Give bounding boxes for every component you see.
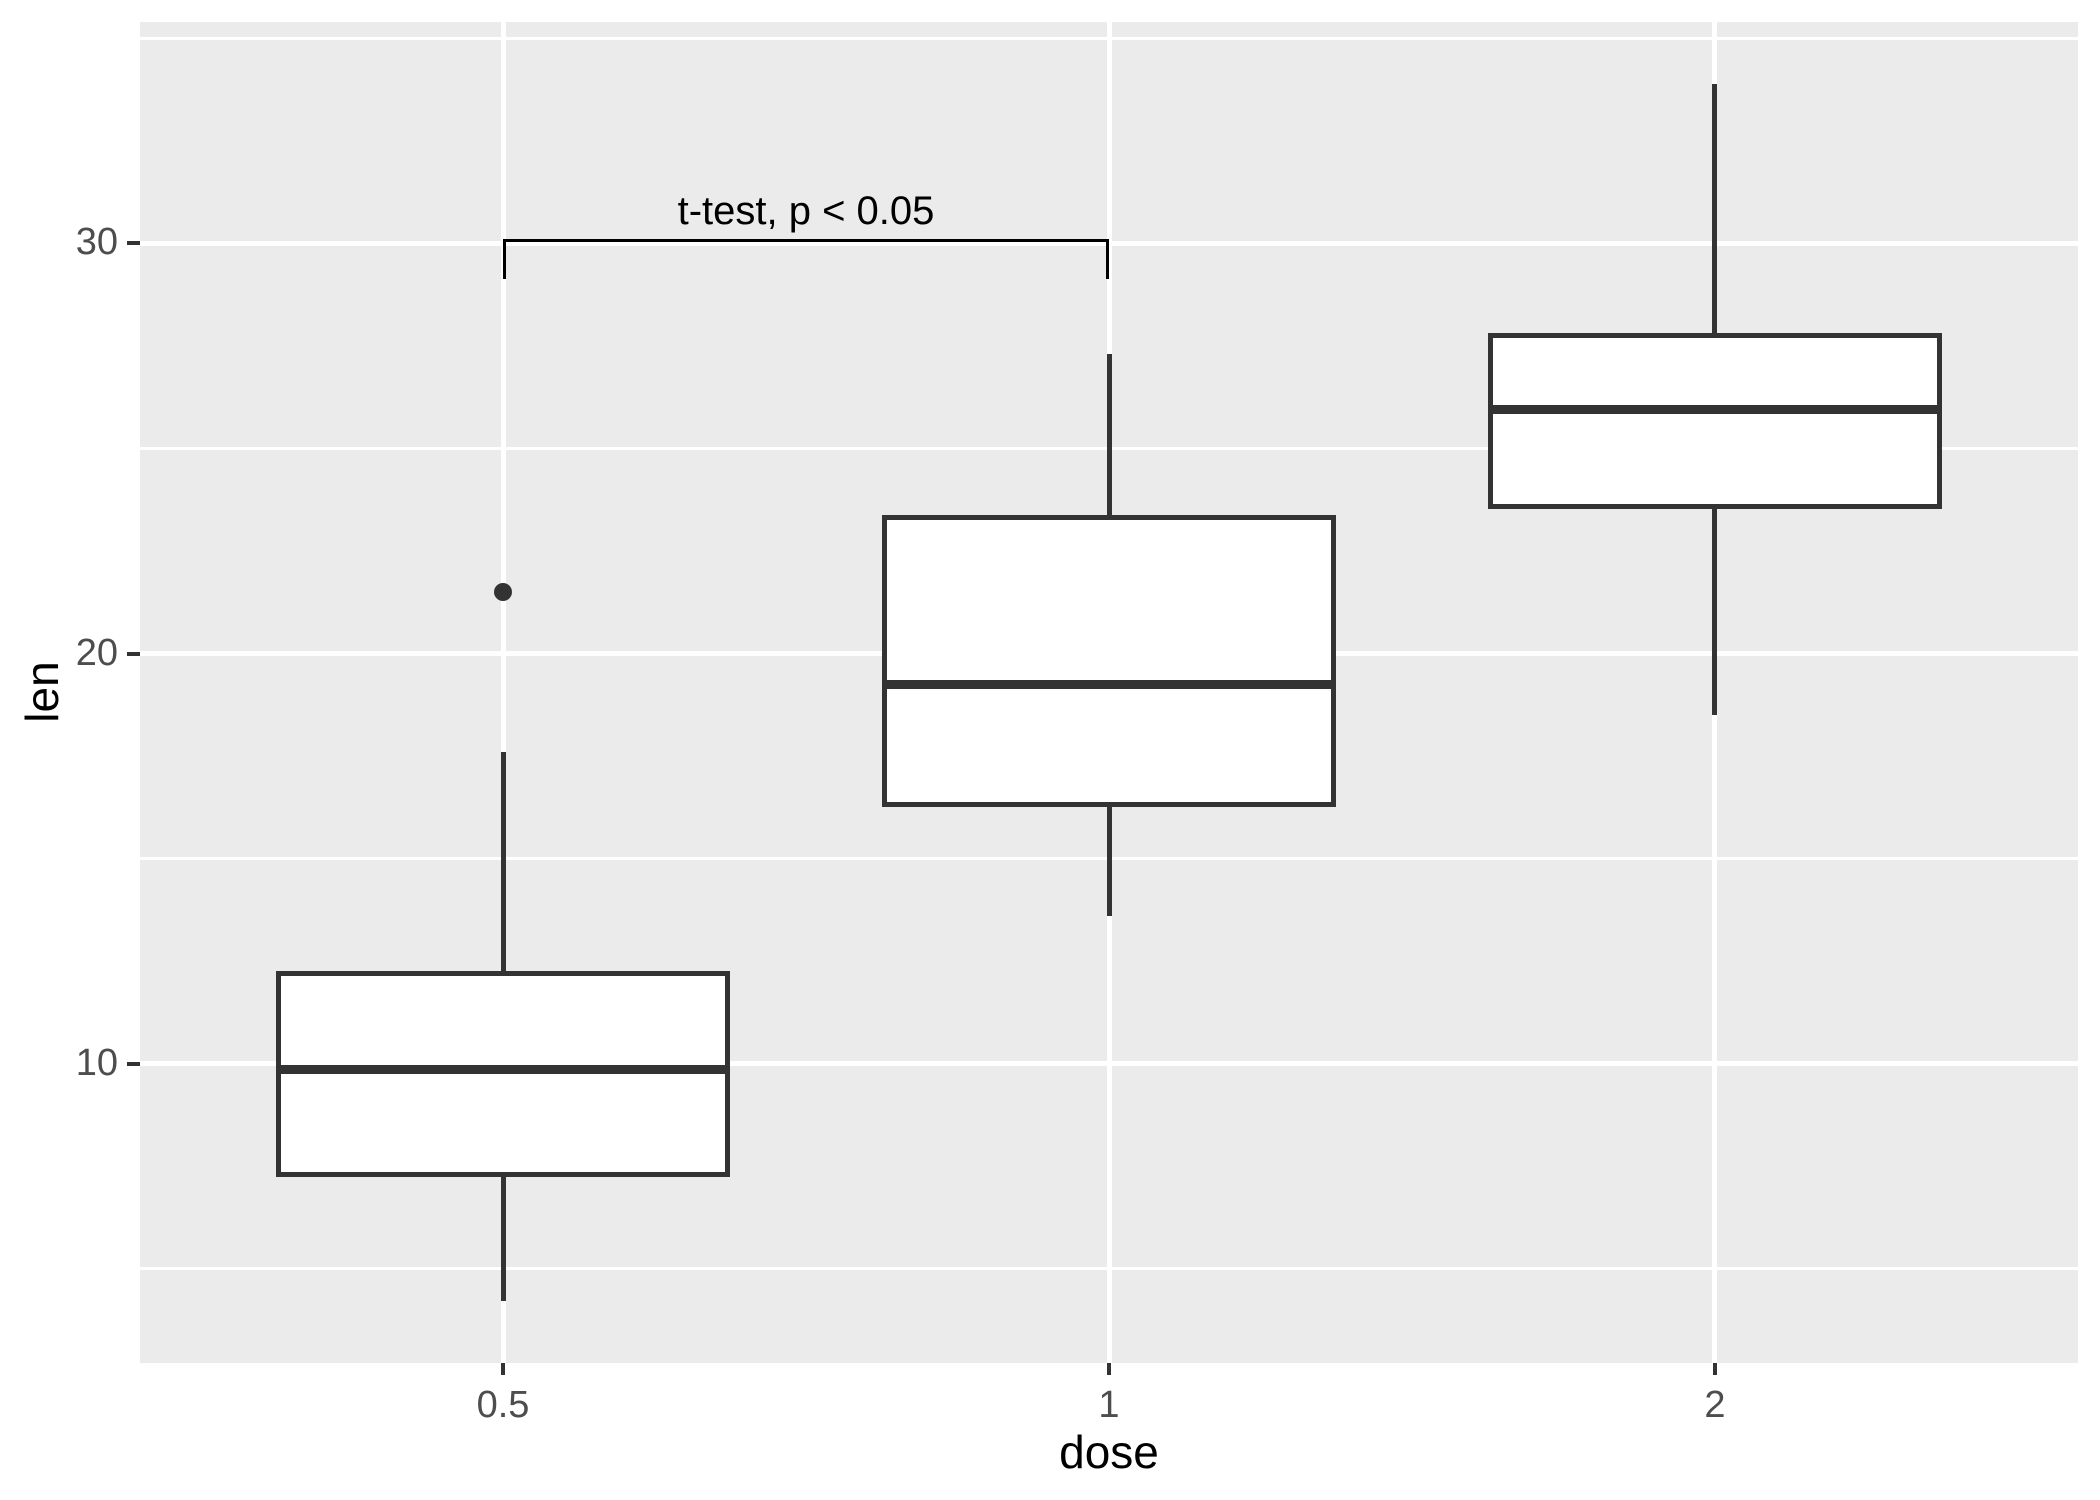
gridline-major-x — [501, 22, 506, 1363]
whisker-lower — [501, 1177, 506, 1301]
bracket-line — [503, 239, 1109, 242]
x-axis-tick-label: 1 — [1098, 1384, 1120, 1426]
x-axis-tick — [1107, 1363, 1111, 1375]
bracket-tick-right — [1106, 241, 1109, 279]
x-axis-tick — [1713, 1363, 1717, 1375]
x-axis-tick — [501, 1363, 505, 1375]
x-axis-tick-label: 0.5 — [476, 1384, 530, 1426]
x-axis-title: dose — [1059, 1426, 1159, 1478]
boxplot-box — [276, 971, 730, 1177]
boxplot-box — [882, 515, 1336, 807]
x-axis-tick-label: 2 — [1704, 1384, 1726, 1426]
y-axis-tick — [127, 1062, 140, 1066]
median-line — [882, 680, 1336, 689]
outlier-point — [494, 583, 512, 601]
y-axis-tick — [127, 652, 140, 656]
boxplot-box — [1488, 333, 1942, 509]
y-axis-tick-label: 20 — [75, 632, 118, 675]
bracket-tick-left — [503, 241, 506, 279]
whisker-upper — [1107, 354, 1112, 515]
median-line — [276, 1065, 730, 1074]
whisker-lower — [1107, 807, 1112, 916]
whisker-upper — [501, 752, 506, 971]
y-axis-tick — [127, 241, 140, 245]
y-axis-tick-label: 30 — [75, 221, 118, 264]
y-axis-tick-label: 10 — [75, 1042, 118, 1085]
significance-annotation: t-test, p < 0.05 — [677, 189, 935, 233]
whisker-lower — [1712, 509, 1717, 715]
median-line — [1488, 405, 1942, 414]
whisker-upper — [1712, 84, 1717, 333]
plot-panel — [140, 22, 2078, 1363]
